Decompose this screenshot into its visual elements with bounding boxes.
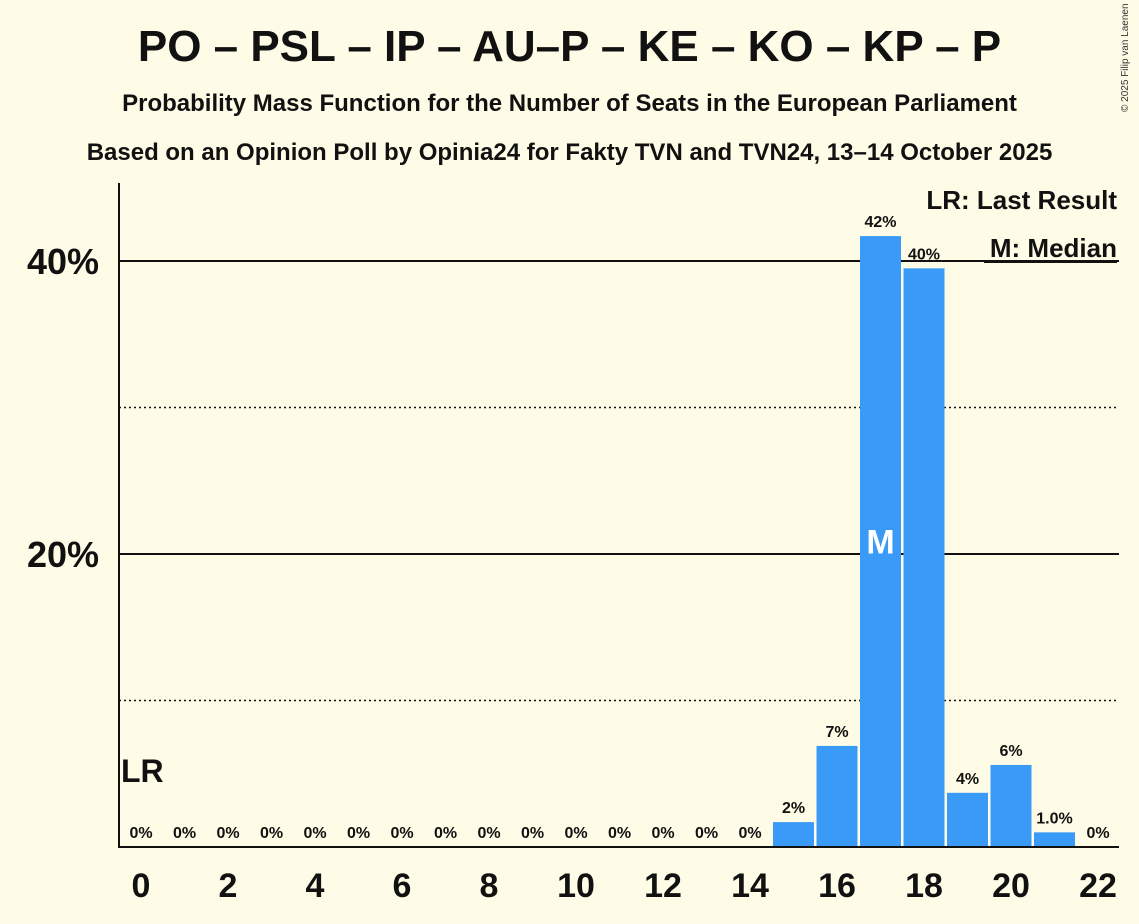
- bar-seats-21: [1034, 832, 1075, 847]
- data-label-seats-3: 0%: [260, 825, 283, 842]
- x-tick-label-18: 18: [905, 867, 943, 905]
- chart-subtitle: Probability Mass Function for the Number…: [122, 90, 1017, 117]
- data-label-seats-19: 4%: [956, 771, 979, 788]
- x-tick-label-22: 22: [1079, 867, 1117, 905]
- legend-median: M: Median: [990, 233, 1117, 263]
- data-label-seats-15: 2%: [782, 800, 805, 817]
- data-label-seats-5: 0%: [347, 825, 370, 842]
- data-label-seats-16: 7%: [825, 724, 848, 741]
- bar-seats-16: [816, 745, 858, 847]
- y-tick-label-20: 20%: [27, 534, 99, 575]
- gridlines: [119, 260, 1119, 702]
- legend-last-result: LR: Last Result: [926, 185, 1117, 215]
- tick-labels: 0 2 4 6 8 10 12 14 16 18 20 22 20% 40%: [27, 241, 1117, 905]
- bar-seats-17: [860, 236, 901, 848]
- data-label-seats-9: 0%: [521, 825, 544, 842]
- last-result-marker: LR: [121, 753, 164, 789]
- data-label-seats-0: 0%: [129, 825, 152, 842]
- x-tick-label-16: 16: [818, 867, 856, 905]
- axes: [118, 183, 1119, 848]
- data-label-seats-8: 0%: [477, 825, 500, 842]
- x-tick-label-8: 8: [480, 867, 499, 905]
- data-label-seats-1: 0%: [173, 825, 196, 842]
- data-label-seats-2: 0%: [216, 825, 239, 842]
- median-marker: M: [866, 524, 894, 562]
- bar-seats-19: [947, 792, 988, 847]
- data-label-seats-14: 0%: [738, 825, 761, 842]
- data-label-seats-12: 0%: [651, 825, 674, 842]
- chart-source: Based on an Opinion Poll by Opinia24 for…: [86, 139, 1053, 166]
- x-tick-label-10: 10: [557, 867, 595, 905]
- data-label-seats-17: 42%: [864, 214, 896, 231]
- data-label-seats-10: 0%: [564, 825, 587, 842]
- legend: LR: Last Result M: Median: [926, 185, 1117, 263]
- bar-seats-15: [773, 822, 814, 847]
- chart-title: PO – PSL – IP – AU–P – KE – KO – KP – P: [137, 22, 1002, 71]
- x-tick-label-20: 20: [992, 867, 1030, 905]
- data-label-seats-22: 0%: [1086, 825, 1109, 842]
- data-label-seats-18: 40%: [908, 246, 940, 263]
- data-label-seats-21: 1.0%: [1036, 810, 1072, 827]
- x-tick-label-6: 6: [393, 867, 412, 905]
- y-tick-label-40: 40%: [27, 241, 99, 282]
- data-label-seats-13: 0%: [695, 825, 718, 842]
- x-tick-label-12: 12: [644, 867, 682, 905]
- data-labels: 0% 0% 0% 0% 0% 0% 0% 0% 0% 0% 0% 0% 0% 0% 0% 2% 7% 42% 40%…: [121, 214, 1110, 842]
- x-tick-label-0: 0: [132, 867, 151, 905]
- data-label-seats-11: 0%: [608, 825, 631, 842]
- data-label-seats-6: 0%: [390, 825, 413, 842]
- data-label-seats-4: 0%: [303, 825, 326, 842]
- data-label-seats-7: 0%: [434, 825, 457, 842]
- x-tick-label-2: 2: [219, 867, 238, 905]
- bars: [773, 236, 1075, 848]
- x-tick-label-4: 4: [306, 867, 325, 905]
- x-tick-label-14: 14: [731, 867, 769, 905]
- bar-seats-20: [990, 764, 1032, 847]
- data-label-seats-20: 6%: [999, 743, 1022, 760]
- bar-seats-18: [903, 268, 945, 847]
